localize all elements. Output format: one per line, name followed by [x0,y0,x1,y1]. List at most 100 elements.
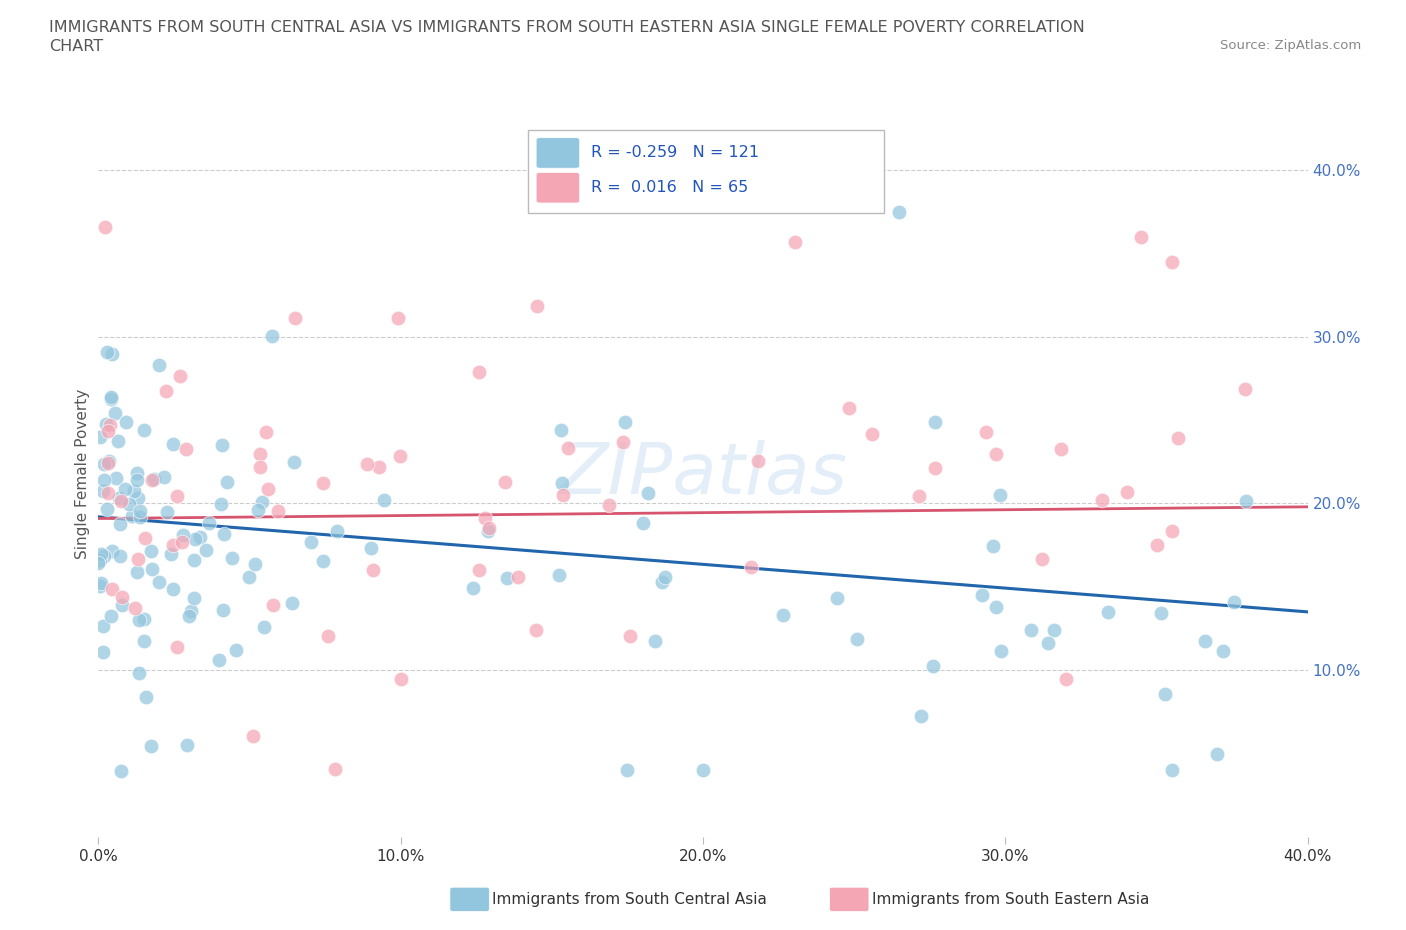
Point [91,484,114,498]
Point [1234,494,1257,509]
Point [238,569,260,584]
Point [984,600,1007,615]
Point [129,503,152,518]
Point [225,643,247,658]
Point [387,311,409,325]
Point [389,671,412,686]
Point [1167,430,1189,445]
Point [249,446,271,461]
Point [98,454,121,469]
Point [155,383,177,398]
Point [127,551,149,566]
Point [215,474,238,489]
Point [1042,623,1064,638]
Point [162,582,184,597]
Point [101,544,124,559]
Text: Source: ZipAtlas.com: Source: ZipAtlas.com [1220,39,1361,52]
FancyBboxPatch shape [536,138,579,168]
Point [148,575,170,590]
Point [183,552,205,567]
Point [125,465,148,480]
Point [100,390,122,405]
Point [1212,644,1234,658]
Point [90,575,112,590]
Point [312,475,335,490]
Point [1154,686,1177,701]
Point [172,527,194,542]
Point [97,456,120,471]
Point [845,631,868,646]
Point [326,524,349,538]
Point [1091,493,1114,508]
Point [166,640,188,655]
Point [974,425,997,440]
Point [108,516,131,531]
Y-axis label: Single Female Poverty: Single Female Poverty [75,389,90,560]
Point [467,365,489,379]
Point [477,524,499,538]
Point [478,520,501,535]
Point [619,629,641,644]
Point [100,347,122,362]
Point [156,505,179,520]
Point [910,708,932,723]
Point [177,608,200,623]
Point [148,357,170,372]
Point [356,457,378,472]
Point [93,456,115,471]
Point [107,433,129,448]
FancyBboxPatch shape [536,173,579,203]
Point [98,418,121,432]
Point [924,461,946,476]
Point [127,565,149,579]
Text: R = -0.259   N = 121: R = -0.259 N = 121 [591,145,759,161]
Point [198,515,221,530]
Point [825,591,848,605]
Point [89,430,111,445]
Point [474,511,496,525]
Point [111,590,134,604]
Point [97,423,120,438]
Point [93,549,115,564]
Point [139,543,162,558]
Point [162,538,184,552]
Point [128,510,150,525]
Point [100,582,122,597]
Point [388,449,411,464]
Point [740,560,762,575]
Point [212,603,235,618]
Text: Immigrants from South Eastern Asia: Immigrants from South Eastern Asia [872,892,1149,907]
Point [108,549,131,564]
Point [141,562,163,577]
Point [143,472,166,487]
Point [127,473,149,488]
Point [114,415,136,430]
Point [100,609,122,624]
Point [110,493,132,508]
Point [89,553,111,568]
Point [1097,604,1119,619]
Point [91,618,114,633]
Point [557,440,579,455]
Point [176,737,198,752]
Point [1031,552,1053,567]
Point [526,299,548,313]
Point [135,689,157,704]
Point [183,591,205,605]
Point [922,659,945,674]
Point [128,666,150,681]
Point [785,234,807,249]
Point [283,455,305,470]
Point [166,489,188,504]
Point [180,604,202,618]
Point [361,563,384,578]
Point [260,328,283,343]
Point [747,454,769,469]
Point [1050,442,1073,457]
Point [100,392,122,406]
Point [207,652,229,667]
Point [246,502,269,517]
Point [169,368,191,383]
Point [134,530,156,545]
Point [284,311,307,325]
